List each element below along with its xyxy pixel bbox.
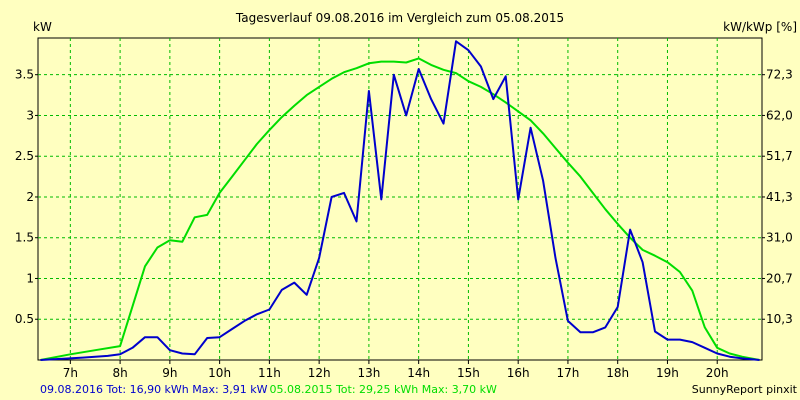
- x-tick-label: 12h: [308, 366, 331, 380]
- x-tick-label: 20h: [706, 366, 729, 380]
- y-tick-label-right: 41,3: [766, 190, 793, 204]
- y-tick-label-right: 51,7: [766, 149, 793, 163]
- series-line-2: [40, 57, 760, 361]
- y-tick-label-right: 10,3: [766, 312, 793, 326]
- x-tick-label: 17h: [557, 366, 580, 380]
- y-tick-label-left: 3.5: [15, 68, 34, 82]
- y-tick-label-left: 0.5: [15, 312, 34, 326]
- x-tick-label: 14h: [407, 366, 430, 380]
- x-tick-label: 10h: [208, 366, 231, 380]
- plot-area: [37, 37, 763, 361]
- y-tick-label-right: 31,0: [766, 231, 793, 245]
- x-tick-label: 18h: [606, 366, 629, 380]
- x-tick-label: 15h: [457, 366, 480, 380]
- legend-series-1: 09.08.2016 Tot: 16,90 kWh Max: 3,91 kW: [40, 383, 268, 396]
- y-tick-label-left: 1.5: [15, 231, 34, 245]
- x-tick-label: 7h: [63, 366, 78, 380]
- y-tick-label-right: 20,7: [766, 271, 793, 285]
- chart-title: Tagesverlauf 09.08.2016 im Vergleich zum…: [235, 11, 564, 25]
- y-axis-right-label: kW/kWp [%]: [723, 20, 797, 34]
- series-lines: [40, 40, 760, 361]
- y-tick-label-left: 1: [26, 271, 34, 285]
- x-tick-label: 9h: [162, 366, 177, 380]
- x-tick-label: 19h: [656, 366, 679, 380]
- y-axis-left-label: kW: [33, 20, 52, 34]
- y-tick-label-left: 3: [26, 108, 34, 122]
- series-line-1: [40, 40, 760, 361]
- y-tick-label-right: 72,3: [766, 68, 793, 82]
- y-tick-label-left: 2: [26, 190, 34, 204]
- y-tick-label-left: 2.5: [15, 149, 34, 163]
- x-tick-label: 13h: [357, 366, 380, 380]
- axis-ticks: 7h 8h 9h 10h 11h 12h 13h 14h 15h 16h 17h 18h 19h 20h 0…: [15, 68, 793, 380]
- y-tick-label-right: 62,0: [766, 108, 793, 122]
- x-tick-label: 11h: [258, 366, 281, 380]
- legend-series-2: 05.08.2015 Tot: 29,25 kWh Max: 3,70 kW: [269, 383, 497, 396]
- x-tick-label: 16h: [507, 366, 530, 380]
- grid-lines: [38, 38, 762, 360]
- x-tick-label: 8h: [112, 366, 127, 380]
- credit-text: SunnyReport pinxit: [692, 383, 798, 396]
